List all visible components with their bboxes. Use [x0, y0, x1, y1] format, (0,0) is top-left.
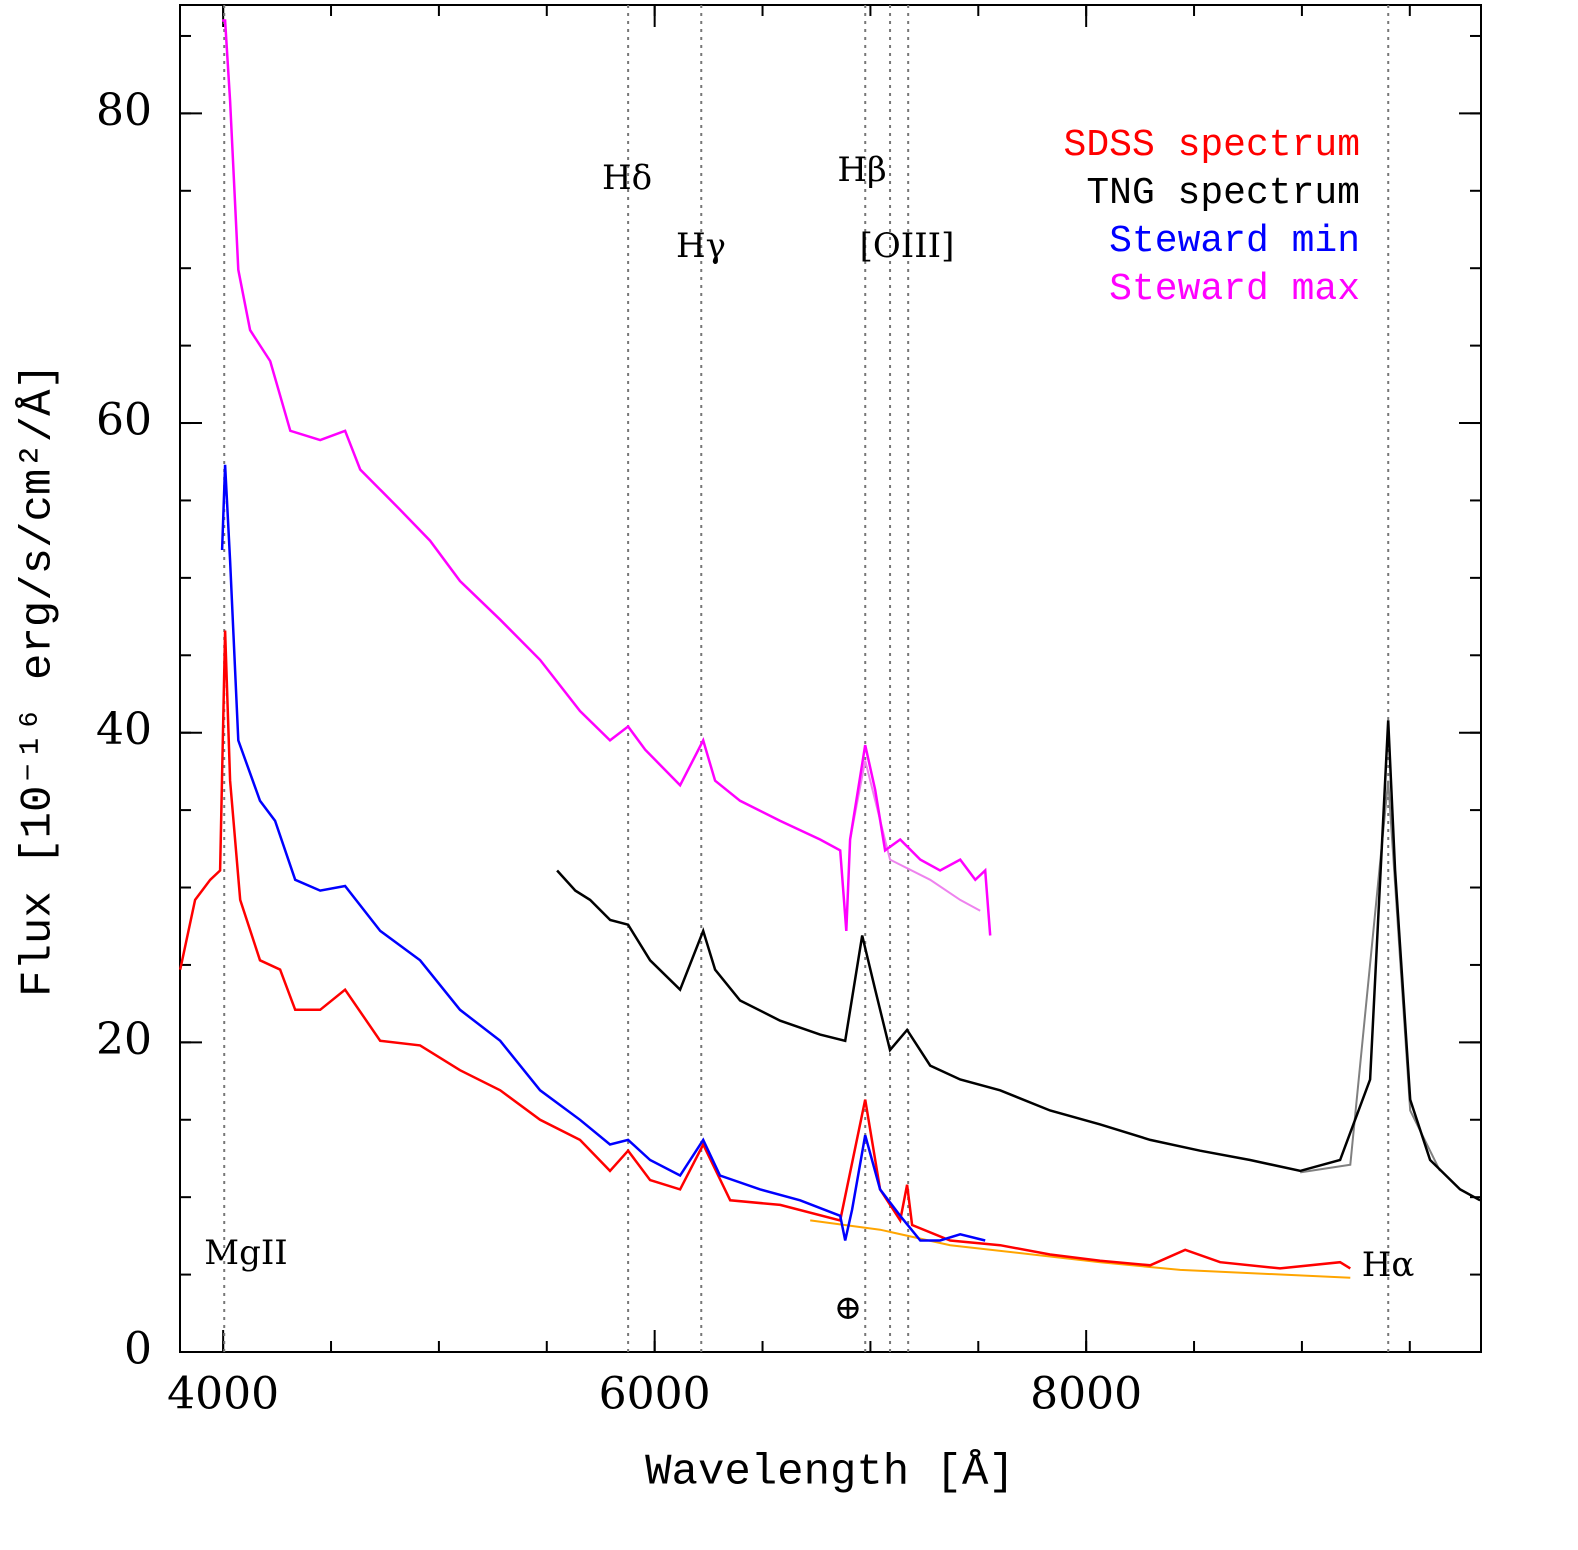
spectrum-line — [810, 1219, 1351, 1279]
line-annotation: Hβ — [837, 150, 886, 190]
legend-entry: TNG spectrum — [1086, 172, 1360, 215]
legend-entry: SDSS spectrum — [1064, 124, 1360, 167]
plot-frame — [179, 4, 1482, 1353]
legend-entry: Steward max — [1109, 268, 1360, 311]
line-annotation: Hα — [1362, 1245, 1415, 1285]
spectrum-line — [220, 464, 986, 1242]
x-tick-label: 4000 — [167, 1369, 279, 1420]
spectrum-line — [222, 19, 992, 936]
x-tick-label: 6000 — [599, 1369, 711, 1420]
spectrum-line — [178, 630, 1351, 1270]
line-annotation: Hγ — [676, 226, 726, 266]
y-tick-label: 0 — [124, 1324, 152, 1375]
line-annotation: [OIII] — [860, 226, 955, 266]
spectrum-line — [849, 760, 981, 912]
line-annotation: Hδ — [602, 158, 652, 198]
y-tick-label: 40 — [96, 704, 152, 755]
x-axis-label: Wavelength [Å] — [645, 1448, 1015, 1498]
line-annotation: MgII — [204, 1233, 287, 1273]
spectrum-line — [1300, 780, 1441, 1174]
x-tick-label: 8000 — [1030, 1369, 1142, 1420]
y-tick-label: 80 — [96, 85, 152, 136]
line-annotation: ⊕ — [834, 1288, 863, 1328]
y-tick-label: 60 — [96, 395, 152, 446]
legend-entry: Steward min — [1109, 220, 1360, 263]
y-tick-label: 20 — [96, 1014, 152, 1065]
y-axis-label: Flux [10⁻¹⁶ erg/s/cm²/Å] — [14, 363, 64, 997]
spectrum-line — [556, 720, 1481, 1202]
